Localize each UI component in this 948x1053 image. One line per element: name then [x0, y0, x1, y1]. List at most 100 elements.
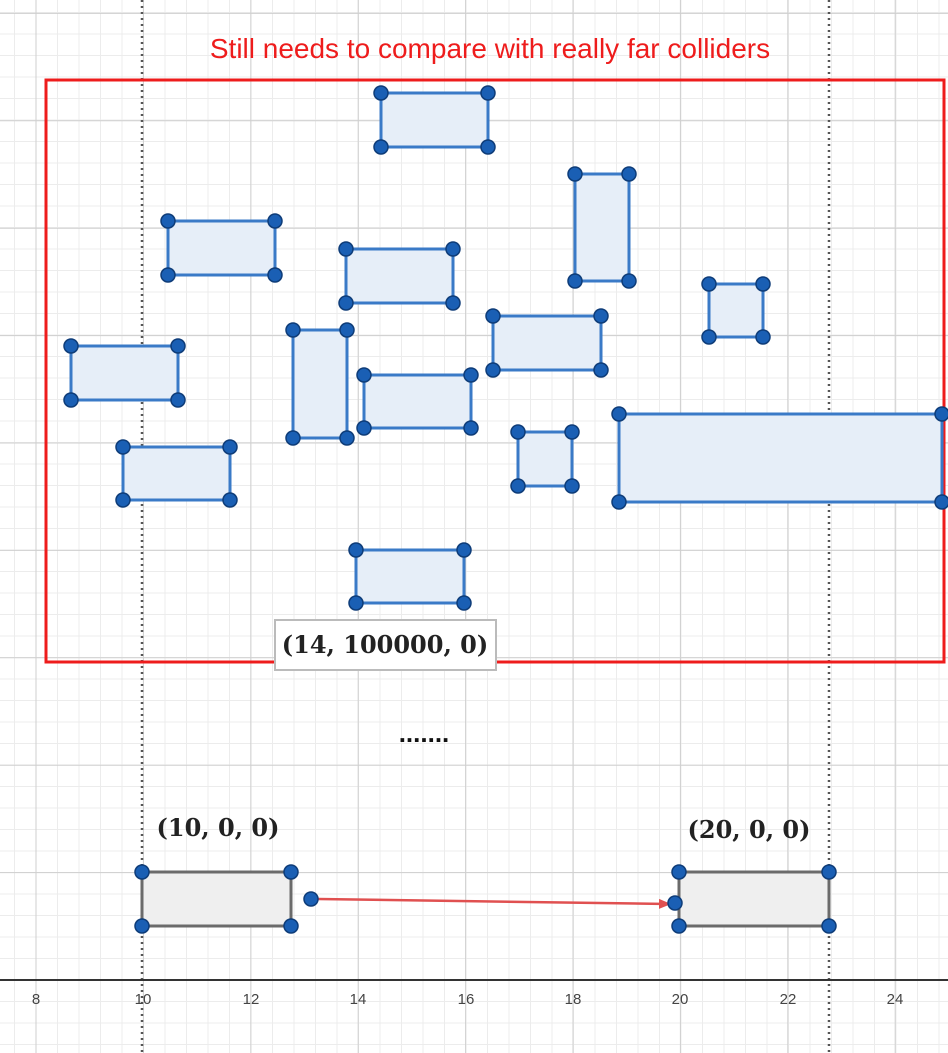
x-axis-tick-labels: 8 10 12 14 16 18 20 22 24 [32, 991, 904, 1008]
collider-vertex [934, 494, 948, 510]
collider-vertex [285, 322, 301, 338]
collider-vertex [63, 338, 79, 354]
collider-vertex [593, 362, 609, 378]
collider-vertex [356, 367, 372, 383]
collider-vertex [671, 918, 687, 934]
collider-vertex [463, 420, 479, 436]
ellipsis: ....... [399, 718, 450, 748]
collider-vertex [339, 430, 355, 446]
collider-vertex [339, 322, 355, 338]
collider-box [567, 166, 637, 289]
collider-box [510, 424, 580, 494]
collider-rect [617, 412, 944, 504]
collider-vertex [701, 276, 717, 292]
collider-rect [69, 344, 180, 402]
collider-vertex [485, 362, 501, 378]
collider-vertex [267, 213, 283, 229]
target-collider [671, 864, 837, 934]
target-coordinate-label: (20, 0, 0) [688, 815, 811, 844]
collider-vertex [348, 595, 364, 611]
collider-vertex [480, 85, 496, 101]
collider-vertex [671, 864, 687, 880]
collider-vertex [338, 295, 354, 311]
far-collider-coordinate-label: (14, 100000, 0) [282, 630, 488, 659]
collider-vertex [480, 139, 496, 155]
collider-vertex [593, 308, 609, 324]
x-tick-label: 24 [887, 991, 904, 1008]
collider-vertex [821, 864, 837, 880]
collider-vertex [485, 308, 501, 324]
collider-vertex [564, 478, 580, 494]
collider-vertex [510, 424, 526, 440]
collider-rect [291, 328, 349, 440]
collider-vertex [115, 492, 131, 508]
collider-box [285, 322, 355, 446]
collider-vertex [267, 267, 283, 283]
collider-box [701, 276, 771, 345]
x-tick-label: 20 [672, 991, 689, 1008]
x-tick-label: 18 [565, 991, 582, 1008]
collider-vertex [510, 478, 526, 494]
collider-rect [573, 172, 631, 283]
collider-vertex [564, 424, 580, 440]
collider-vertex [222, 492, 238, 508]
x-tick-label: 10 [135, 991, 152, 1008]
collider-vertex [170, 338, 186, 354]
collider-rect [707, 282, 765, 339]
moving-colliders [134, 864, 837, 934]
collider-rect [344, 247, 455, 305]
collider-vertex [621, 273, 637, 289]
collider-rect [354, 548, 466, 605]
collider-box [338, 241, 461, 311]
collider-vertex [445, 241, 461, 257]
x-tick-label: 16 [458, 991, 475, 1008]
collider-rect [491, 314, 603, 372]
collider-rect [516, 430, 574, 488]
collider-vertex [821, 918, 837, 934]
collider-rect [140, 870, 293, 928]
x-tick-label: 14 [350, 991, 367, 1008]
collider-box [485, 308, 609, 378]
collider-rect [166, 219, 277, 277]
arrow-start-vertex [303, 891, 319, 907]
collider-rect [677, 870, 831, 928]
collider-vertex [348, 542, 364, 558]
x-tick-label: 8 [32, 991, 40, 1008]
collider-rect [121, 445, 232, 502]
collider-vertex [456, 595, 472, 611]
x-tick-label: 12 [243, 991, 260, 1008]
collider-vertex [701, 329, 717, 345]
far-label-box [274, 619, 497, 671]
collider-vertex [755, 276, 771, 292]
collider-vertex [356, 420, 372, 436]
collider-vertex [285, 430, 301, 446]
collider-vertex [373, 139, 389, 155]
collider-rect [362, 373, 473, 430]
origin-coordinate-label: (10, 0, 0) [157, 813, 280, 842]
collider-vertex [170, 392, 186, 408]
collider-box [373, 85, 496, 155]
collider-vertex [283, 864, 299, 880]
diagram-title: Still needs to compare with really far c… [210, 33, 770, 64]
x-tick-label: 22 [780, 991, 797, 1008]
collider-vertex [338, 241, 354, 257]
collider-vertex [134, 918, 150, 934]
collider-vertex [373, 85, 389, 101]
collider-vertex [160, 213, 176, 229]
far-colliders [63, 85, 948, 611]
collider-vertex [134, 864, 150, 880]
origin-collider [134, 864, 299, 934]
collider-vertex [283, 918, 299, 934]
arrow-end-vertex [667, 895, 683, 911]
collider-vertex [63, 392, 79, 408]
collider-vertex [222, 439, 238, 455]
collider-vertex [445, 295, 461, 311]
collider-box [356, 367, 479, 436]
collider-rect [379, 91, 490, 149]
collider-vertex [567, 273, 583, 289]
collider-box [160, 213, 283, 283]
collider-box [63, 338, 186, 408]
collider-vertex [621, 166, 637, 182]
collider-vertex [160, 267, 176, 283]
